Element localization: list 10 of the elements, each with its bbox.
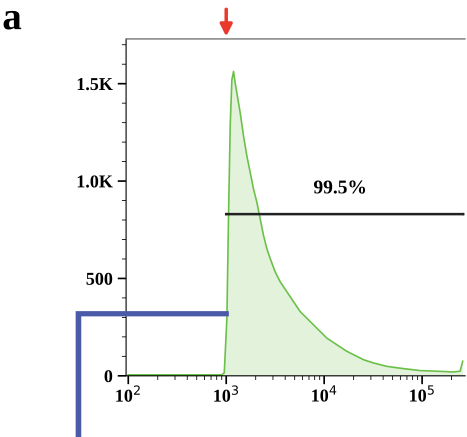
y-tick-label: 1.0K	[78, 175, 113, 188]
y-tick-label: 0	[104, 370, 112, 382]
x-tick-label: 10$^{4}$	[312, 385, 336, 402]
x-tick-label: 10$^{2}$	[116, 385, 140, 402]
x-tick-label: 10$^{5}$	[410, 385, 434, 402]
x-tick-label: 10$^{3}$	[214, 385, 238, 402]
y-tick-label: 1.5K	[78, 78, 113, 90]
y-tick-label: 500	[86, 272, 112, 285]
annotation: 99.5%	[314, 180, 366, 194]
text: a	[4, 10, 22, 30]
